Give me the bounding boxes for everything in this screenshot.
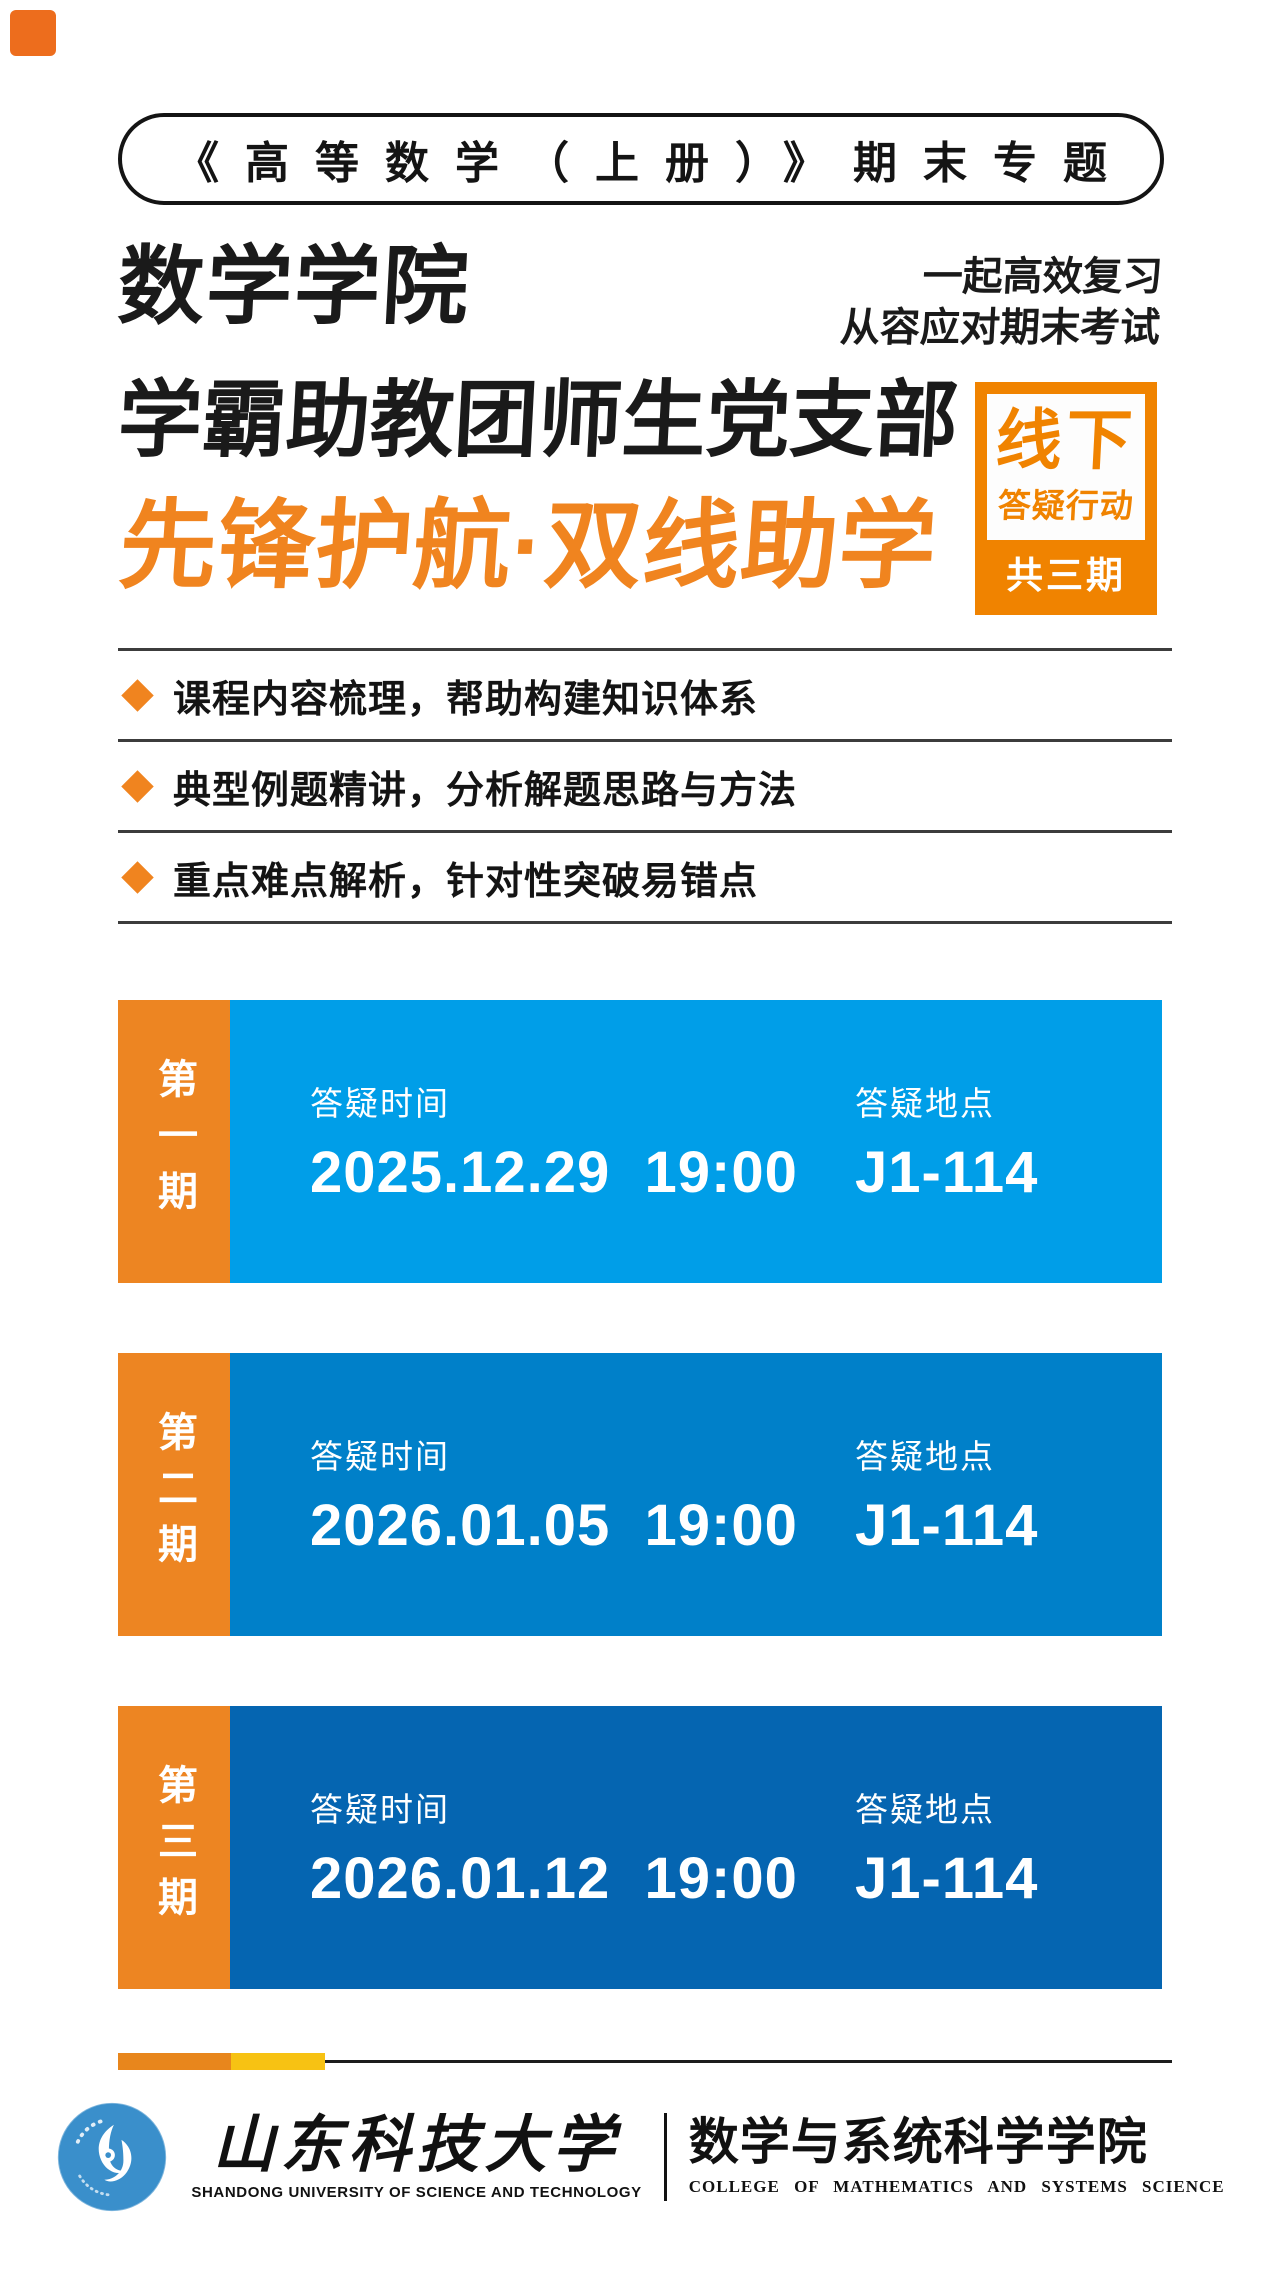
- diamond-bullet-icon: [121, 860, 154, 894]
- diamond-bullet-icon: [121, 678, 154, 712]
- page-title-line3: 先锋护航·双线助学: [115, 491, 941, 600]
- footer-separator: [118, 2053, 1172, 2070]
- session-1-time-block: 答疑时间 2025.12.29 19:00: [310, 1077, 855, 1206]
- session-3-time-block: 答疑时间 2026.01.12 19:00: [310, 1783, 855, 1912]
- college-name-en: COLLEGE OF MATHEMATICS AND SYSTEMS SCIEN…: [688, 2177, 1225, 2196]
- feature-item: 课程内容梳理，帮助构建知识体系: [118, 648, 1172, 739]
- page-title-line2: 学霸助教团师生党支部: [115, 373, 961, 467]
- feature-list: 课程内容梳理，帮助构建知识体系 典型例题精讲，分析解题思路与方法 重点难点解析，…: [118, 648, 1172, 924]
- corner-mark: [10, 10, 56, 56]
- offline-badge-count: 共三期: [1006, 554, 1126, 596]
- college-name-cn: 数学与系统科学学院: [688, 2114, 1148, 2170]
- feature-text: 典型例题精讲，分析解题思路与方法: [173, 769, 798, 812]
- place-value: J1-114: [855, 1493, 1039, 1558]
- place-value: J1-114: [855, 1846, 1039, 1911]
- session-1-place-block: 答疑地点 J1-114: [855, 1077, 1162, 1206]
- university-name-block: 山东科技大学 SHANDONG UNIVERSITY OF SCIENCE AN…: [191, 2107, 642, 2201]
- feature-text: 重点难点解析，针对性突破易错点: [173, 860, 759, 903]
- slogan-line1: 一起高效复习: [921, 255, 1164, 299]
- session-card-2: 第二期 答疑时间 2026.01.05 19:00 答疑地点 J1-114: [118, 1353, 1162, 1636]
- session-2-time-block: 答疑时间 2026.01.05 19:00: [310, 1430, 855, 1559]
- session-3-tab: 第三期: [118, 1706, 230, 1989]
- offline-badge-title: 线下: [994, 403, 1138, 477]
- topic-pill-text: 《高等数学（上册）》期末专题: [175, 139, 1133, 188]
- session-1-body: 答疑时间 2025.12.29 19:00 答疑地点 J1-114: [230, 1000, 1162, 1283]
- topic-pill-badge: 《高等数学（上册）》期末专题: [118, 113, 1164, 205]
- session-2-place-block: 答疑地点 J1-114: [855, 1430, 1162, 1559]
- feature-item: 重点难点解析，针对性突破易错点: [118, 830, 1172, 921]
- footer-logo-row: 山东科技大学 SHANDONG UNIVERSITY OF SCIENCE AN…: [0, 2100, 1280, 2214]
- offline-badge-subtitle: 答疑行动: [996, 487, 1135, 524]
- session-3-place-block: 答疑地点 J1-114: [855, 1783, 1162, 1912]
- time-value: 2026.01.05 19:00: [310, 1493, 798, 1558]
- time-label: 答疑时间: [310, 1791, 450, 1828]
- session-card-1: 第一期 答疑时间 2025.12.29 19:00 答疑地点 J1-114: [118, 1000, 1162, 1283]
- feature-text: 课程内容梳理，帮助构建知识体系: [173, 678, 759, 721]
- university-name-en: SHANDONG UNIVERSITY OF SCIENCE AND TECHN…: [191, 2183, 642, 2201]
- university-name-cn: 山东科技大学: [212, 2107, 621, 2181]
- time-label: 答疑时间: [310, 1438, 450, 1475]
- footer-vertical-divider: [663, 2113, 667, 2201]
- place-value: J1-114: [855, 1140, 1039, 1205]
- place-label: 答疑地点: [855, 1438, 995, 1475]
- separator-yellow-bar: [231, 2053, 325, 2070]
- diamond-bullet-icon: [121, 769, 154, 803]
- place-label: 答疑地点: [855, 1791, 995, 1828]
- separator-line: [325, 2060, 1172, 2063]
- offline-action-badge: 线下 答疑行动 共三期: [975, 382, 1157, 615]
- session-2-tab: 第二期: [118, 1353, 230, 1636]
- session-3-body: 答疑时间 2026.01.12 19:00 答疑地点 J1-114: [230, 1706, 1162, 1989]
- place-label: 答疑地点: [855, 1085, 995, 1122]
- time-value: 2025.12.29 19:00: [310, 1140, 798, 1205]
- feature-list-endline: [118, 921, 1172, 924]
- university-logo: [57, 2101, 168, 2213]
- session-card-3: 第三期 答疑时间 2026.01.12 19:00 答疑地点 J1-114: [118, 1706, 1162, 1989]
- separator-orange-bar: [118, 2053, 231, 2070]
- time-value: 2026.01.12 19:00: [310, 1846, 798, 1911]
- session-1-tab: 第一期: [118, 1000, 230, 1283]
- feature-item: 典型例题精讲，分析解题思路与方法: [118, 739, 1172, 830]
- college-name-block: 数学与系统科学学院 COLLEGE OF MATHEMATICS AND SYS…: [689, 2117, 1225, 2197]
- header-slogan: 一起高效复习 从容应对期末考试: [839, 252, 1164, 354]
- time-label: 答疑时间: [310, 1085, 450, 1122]
- session-2-body: 答疑时间 2026.01.05 19:00 答疑地点 J1-114: [230, 1353, 1162, 1636]
- offline-badge-inner: 线下 答疑行动: [987, 394, 1145, 540]
- slogan-line2: 从容应对期末考试: [838, 306, 1162, 351]
- page-title-line1: 数学学院: [115, 239, 473, 335]
